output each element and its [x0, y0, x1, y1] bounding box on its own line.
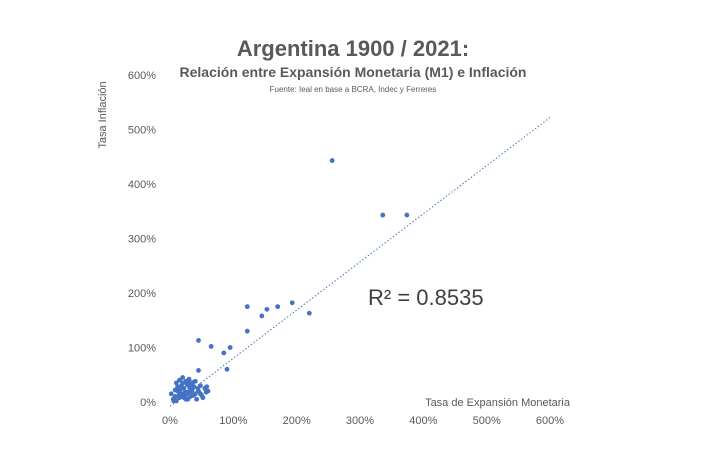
data-point — [190, 379, 196, 385]
data-point — [186, 376, 192, 382]
data-point — [184, 382, 190, 387]
x-tick-label: 0% — [162, 415, 178, 427]
y-tick-label: 100% — [128, 343, 156, 355]
data-point — [187, 385, 193, 391]
data-point — [176, 393, 182, 398]
data-point — [175, 384, 181, 390]
data-point — [224, 366, 230, 372]
data-point — [264, 306, 270, 312]
data-point — [177, 387, 183, 393]
data-point — [172, 394, 178, 399]
data-point — [185, 396, 191, 402]
x-tick-labels: 0% 100% 200% 300% 400% 500% 600% — [162, 415, 564, 427]
data-point — [221, 350, 227, 356]
data-point — [329, 158, 335, 163]
data-point — [194, 396, 200, 402]
data-point — [200, 395, 206, 401]
data-point — [204, 384, 210, 390]
x-tick-label: 400% — [409, 415, 437, 427]
data-point — [196, 338, 201, 343]
data-point — [184, 391, 189, 397]
data-point — [181, 385, 187, 391]
r-squared-annotation: R² = 0.8535 — [368, 285, 484, 310]
data-point — [177, 377, 182, 383]
data-point — [227, 345, 233, 350]
x-axis-label: Tasa de Expansión Monetaria — [425, 397, 571, 409]
x-tick-label: 500% — [473, 415, 501, 427]
data-point — [306, 310, 312, 316]
data-point — [180, 375, 186, 380]
data-point — [198, 391, 203, 397]
data-point — [203, 389, 209, 395]
data-point — [171, 398, 177, 404]
data-point — [188, 389, 194, 395]
data-point — [259, 313, 265, 319]
y-tick-label: 0% — [140, 397, 156, 409]
y-tick-label: 600% — [128, 70, 156, 82]
data-point — [380, 212, 386, 218]
data-point — [172, 387, 178, 393]
y-tick-label: 400% — [128, 179, 156, 191]
chart-title: Argentina 1900 / 2021: — [236, 36, 470, 61]
data-point — [244, 328, 250, 334]
x-tick-label: 600% — [536, 415, 564, 427]
data-point — [275, 304, 281, 310]
data-point — [244, 304, 250, 310]
y-tick-labels: 0% 100% 200% 300% 400% 500% 600% — [128, 70, 156, 409]
data-point — [404, 212, 410, 218]
trendline — [169, 117, 551, 407]
x-tick-label: 300% — [346, 415, 374, 427]
data-point — [208, 344, 214, 349]
data-point — [173, 380, 179, 386]
y-tick-label: 500% — [128, 125, 156, 137]
data-point — [191, 393, 196, 398]
x-tick-label: 100% — [219, 415, 247, 427]
y-tick-label: 200% — [128, 288, 156, 300]
chart-subtitle: Relación entre Expansión Monetaria (M1) … — [179, 64, 527, 80]
data-point — [289, 300, 295, 306]
data-point — [195, 385, 201, 391]
y-tick-label: 300% — [128, 234, 156, 246]
data-point — [181, 395, 187, 401]
data-point — [196, 367, 201, 373]
data-points — [168, 158, 410, 404]
y-axis-label: Tasa Inflación — [97, 81, 109, 148]
x-tick-label: 200% — [283, 415, 311, 427]
chart-source: Fuente: Ieal en base a BCRA, Indec y Fer… — [269, 85, 437, 94]
data-point — [168, 391, 174, 397]
